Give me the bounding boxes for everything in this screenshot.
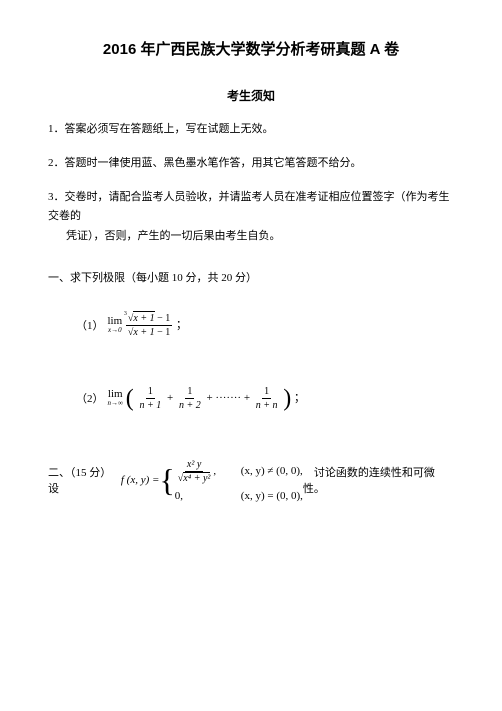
term-2: 1 n + 2: [177, 386, 203, 411]
limit-operator-2: lim n→∞: [108, 389, 124, 407]
case-1-num: x² y: [185, 459, 203, 472]
section-2-suffix: 讨论函数的连续性和可微性。: [303, 464, 454, 496]
num-tail: − 1: [155, 313, 171, 324]
function-def: f (x, y) =: [121, 474, 160, 486]
square-root: √x + 1: [128, 327, 155, 338]
fraction-1: 3 √x + 1 − 1 √x + 1 − 1: [126, 313, 172, 338]
term-3: 1 n + n: [254, 386, 280, 411]
t2-den: n + 2: [177, 399, 203, 411]
instruction-3: 3．交卷时，请配合监考人员验收，并请监考人员在准考证相应位置签字（作为考生交卷的…: [48, 188, 454, 247]
limit-operator: lim x→0: [108, 316, 123, 334]
dots: + ······· +: [206, 392, 250, 404]
left-brace: {: [159, 469, 174, 491]
problem-1-label: （1）: [76, 317, 104, 333]
instruction-2: 2．答题时一律使用蓝、黑色墨水笔作答，用其它笔答题不给分。: [48, 154, 454, 174]
lim-sub-2: n→∞: [108, 400, 124, 407]
root-index: 3: [124, 311, 127, 318]
case-2-cond: (x, y) = (0, 0),: [241, 490, 303, 502]
paren-open: (: [126, 385, 134, 411]
piecewise: { x² y √x⁴ + y² , (x, y) ≠ (0, 0), 0, (x…: [159, 459, 302, 502]
t1-num: 1: [146, 386, 155, 399]
section-1-heading: 一、求下列极限（每小题 10 分，共 20 分）: [48, 269, 454, 285]
problem-1-math: lim x→0 3 √x + 1 − 1 √x + 1 − 1 ；: [108, 313, 188, 338]
root-radicand-num: x + 1: [133, 311, 154, 324]
piecewise-rows: x² y √x⁴ + y² , (x, y) ≠ (0, 0), 0, (x, …: [175, 459, 303, 502]
problem-1-end: ；: [176, 319, 187, 331]
case-2-expr: 0,: [175, 490, 233, 502]
problem-2-math: lim n→∞ ( 1 n + 1 + 1 n + 2 + ······· + …: [108, 386, 306, 411]
instruction-3-line2: 凭证），否则，产生的一切后果由考生自负。: [48, 227, 454, 247]
problem-2-label: （2）: [76, 390, 104, 406]
instruction-1: 1．答案必须写在答题纸上，写在试题上无效。: [48, 120, 454, 140]
instruction-3-line1: 3．交卷时，请配合监考人员验收，并请监考人员在准考证相应位置签字（作为考生交卷的: [48, 191, 450, 223]
case-1-den: √x⁴ + y²: [176, 472, 213, 484]
case-1-den-rad: x⁴ + y²: [183, 472, 210, 484]
notice-heading: 考生须知: [48, 87, 454, 104]
section-2-prefix: 二、（15 分）设: [48, 464, 121, 496]
den-tail: − 1: [155, 327, 171, 338]
fraction-1-den: √x + 1 − 1: [126, 326, 172, 338]
problem-2: （2） lim n→∞ ( 1 n + 1 + 1 n + 2 + ······…: [48, 386, 454, 411]
cube-root: 3 √x + 1: [128, 313, 155, 324]
root-radicand-den: x + 1: [133, 325, 154, 338]
lim-sub: x→0: [108, 327, 122, 334]
term-1: 1 n + 1: [138, 386, 164, 411]
t1-den: n + 1: [138, 399, 164, 411]
problem-1: （1） lim x→0 3 √x + 1 − 1 √x + 1 − 1 ；: [48, 313, 454, 338]
case-1: x² y √x⁴ + y² , (x, y) ≠ (0, 0),: [175, 459, 303, 484]
case-1-frac: x² y √x⁴ + y²: [176, 459, 213, 484]
problem-3: 二、（15 分）设 f (x, y) = { x² y √x⁴ + y² , (…: [48, 459, 454, 502]
t3-num: 1: [262, 386, 271, 399]
t2-num: 1: [185, 386, 194, 399]
case-2: 0, (x, y) = (0, 0),: [175, 490, 303, 502]
case-1-cond: (x, y) ≠ (0, 0),: [241, 465, 303, 477]
page-title: 2016 年广西民族大学数学分析考研真题 A 卷: [48, 38, 454, 59]
paren-close: ): [283, 385, 291, 411]
t3-den: n + n: [254, 399, 280, 411]
problem-2-end: ；: [294, 392, 305, 404]
